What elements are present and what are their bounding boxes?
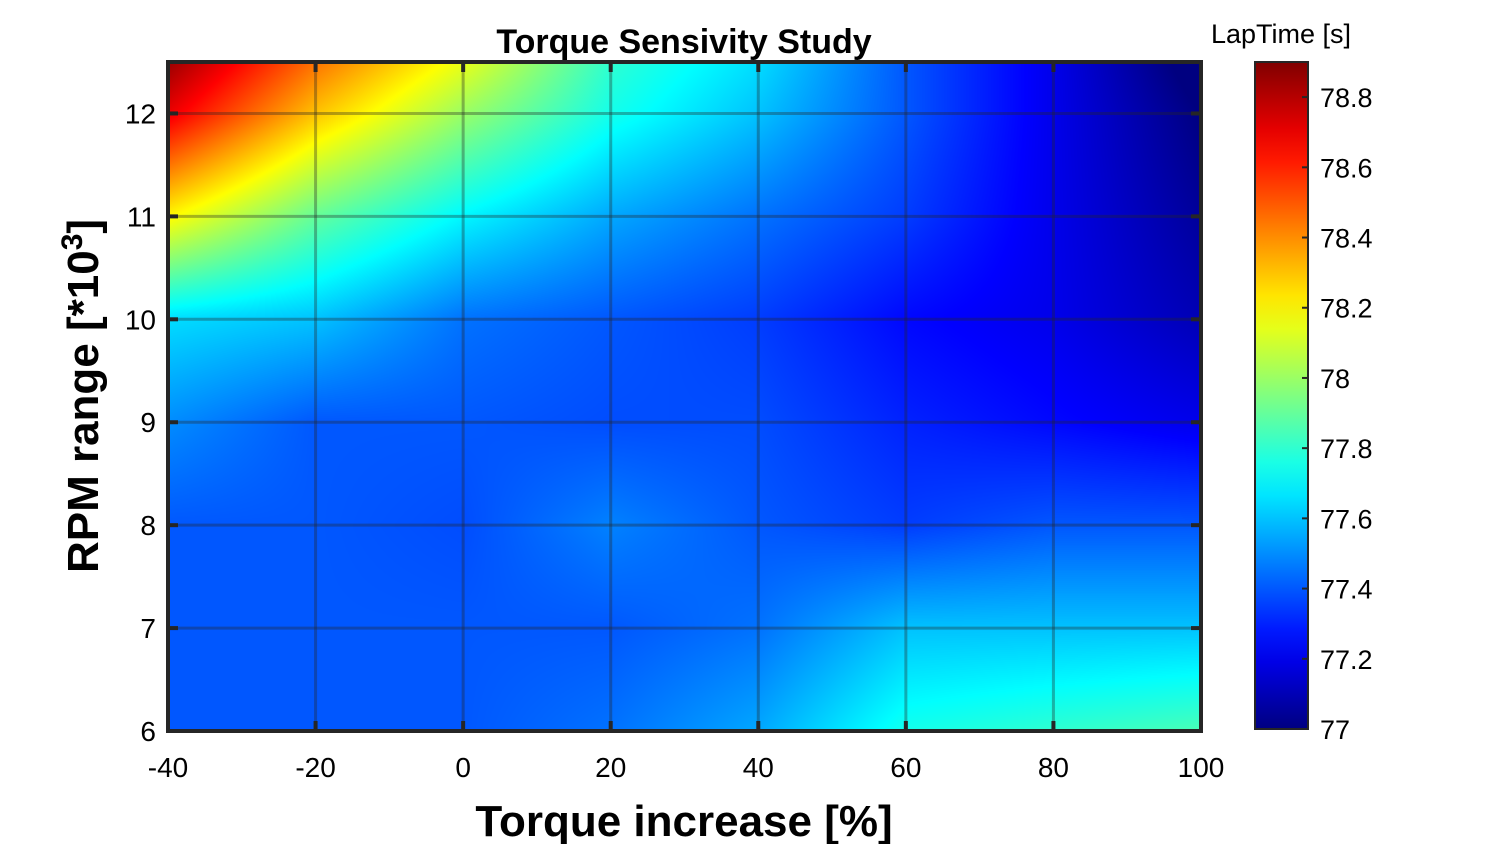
colorbar-tick-label: 77 — [1320, 715, 1350, 745]
colorbar-tick-label: 78 — [1320, 364, 1350, 394]
colorbar-tick-label: 78.8 — [1320, 83, 1373, 113]
grid-lines — [166, 62, 1203, 733]
colorbar-tick-label: 78.4 — [1320, 224, 1373, 254]
y-tick-label: 8 — [140, 510, 156, 541]
x-tick-label: 0 — [455, 752, 471, 783]
colorbar-tick-label: 77.4 — [1320, 575, 1373, 605]
x-tick-label: 20 — [595, 752, 626, 783]
colorbar-tick-label: 77.8 — [1320, 434, 1373, 464]
colorbar-tick-label: 77.2 — [1320, 645, 1373, 675]
y-tick-label: 10 — [125, 304, 156, 335]
y-tick-label: 9 — [140, 407, 156, 438]
colorbar-title: LapTime [s] — [1211, 19, 1351, 49]
colorbar-tick-label: 77.6 — [1320, 504, 1373, 534]
y-tick-label: 6 — [140, 716, 156, 747]
x-axis-title: Torque increase [%] — [475, 797, 892, 844]
heatmap-surface — [168, 62, 1201, 731]
y-tick-label: 12 — [125, 98, 156, 129]
y-tick-label: 7 — [140, 613, 156, 644]
x-tick-label: -20 — [295, 752, 335, 783]
x-tick-label: 40 — [743, 752, 774, 783]
colorbar — [1254, 61, 1309, 730]
y-axis-title: RPM range [*103] — [56, 219, 109, 573]
colorbar-tick-label: 78.6 — [1320, 153, 1373, 183]
colorbar-ticks: 77 77.2 77.4 77.6 77.8 78 78.2 78.4 78.6 78.8 — [1302, 83, 1373, 745]
colorbar-tick-label: 78.2 — [1320, 294, 1373, 324]
x-tick-label: 100 — [1178, 752, 1225, 783]
y-tick-label: 11 — [127, 201, 156, 232]
x-tick-label: 60 — [890, 752, 921, 783]
chart-title: Torque Sensivity Study — [496, 23, 871, 61]
x-tick-label: 80 — [1038, 752, 1069, 783]
plot-frame — [166, 60, 1203, 733]
x-tick-label: -40 — [148, 752, 188, 783]
